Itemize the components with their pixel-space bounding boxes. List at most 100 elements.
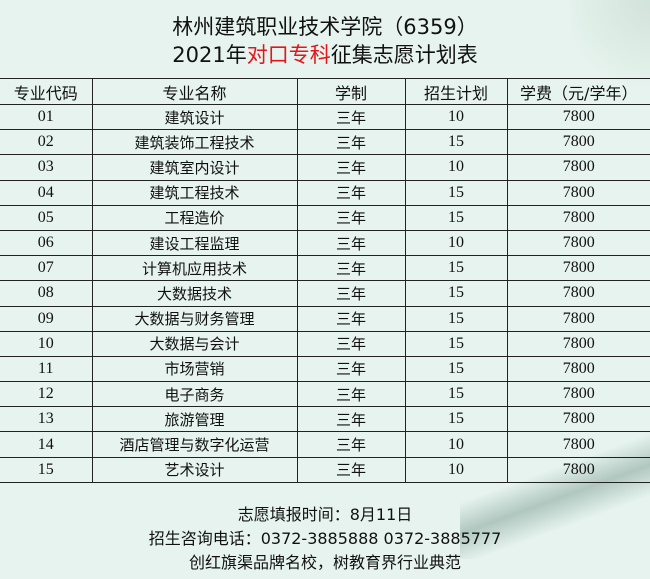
cell-name: 工程造价 bbox=[91, 204, 298, 231]
cell-quota: 15 bbox=[404, 330, 508, 357]
cell-tuition: 7800 bbox=[506, 381, 650, 408]
cell-duration: 三年 bbox=[296, 179, 406, 206]
subtitle-highlight: 对口专科 bbox=[246, 43, 331, 67]
cell-duration: 三年 bbox=[296, 330, 406, 357]
cell-name: 建筑设计 bbox=[91, 103, 298, 131]
cell-duration: 三年 bbox=[296, 305, 406, 332]
cell-duration: 三年 bbox=[296, 431, 406, 458]
cell-code: 12 bbox=[0, 381, 93, 408]
cell-duration: 三年 bbox=[296, 255, 406, 282]
cell-duration: 三年 bbox=[296, 229, 406, 257]
page-subtitle: 2021年对口专科征集志愿计划表 bbox=[0, 42, 650, 68]
cell-quota: 15 bbox=[404, 255, 508, 282]
cell-duration: 三年 bbox=[296, 204, 406, 231]
cell-code: 13 bbox=[0, 406, 93, 433]
table-row: 03 建筑室内设计 三年 10 7800 bbox=[0, 154, 650, 181]
cell-duration: 三年 bbox=[296, 456, 406, 483]
cell-quota: 10 bbox=[404, 103, 508, 131]
cell-duration: 三年 bbox=[296, 280, 406, 307]
deadline-text: 志愿填报时间：8月11日 bbox=[237, 505, 413, 524]
cell-quota: 10 bbox=[404, 431, 508, 458]
cell-code: 03 bbox=[0, 154, 93, 181]
cell-quota: 15 bbox=[404, 355, 508, 383]
col-header-duration: 学制 bbox=[296, 78, 406, 105]
cell-name: 市场营销 bbox=[91, 355, 298, 383]
cell-code: 01 bbox=[0, 103, 93, 131]
cell-code: 09 bbox=[0, 305, 93, 332]
cell-quota: 15 bbox=[404, 381, 508, 408]
table-row: 08 大数据技术 三年 15 7800 bbox=[0, 280, 650, 307]
cell-duration: 三年 bbox=[296, 103, 406, 131]
cell-code: 15 bbox=[0, 456, 93, 483]
table-row: 04 建筑工程技术 三年 15 7800 bbox=[0, 179, 650, 206]
cell-quota: 15 bbox=[404, 179, 508, 206]
table-row: 05 工程造价 三年 15 7800 bbox=[0, 204, 650, 231]
table-row: 10 大数据与会计 三年 15 7800 bbox=[0, 330, 650, 357]
col-header-name: 专业名称 bbox=[91, 78, 298, 105]
cell-code: 06 bbox=[0, 229, 93, 257]
subtitle-rest: 征集志愿计划表 bbox=[330, 43, 478, 67]
cell-tuition: 7800 bbox=[506, 305, 650, 332]
cell-quota: 15 bbox=[404, 305, 508, 332]
subtitle-year: 2021年 bbox=[172, 43, 247, 67]
cell-code: 05 bbox=[0, 204, 93, 231]
cell-code: 04 bbox=[0, 179, 93, 206]
cell-name: 建筑工程技术 bbox=[91, 179, 298, 206]
cell-tuition: 7800 bbox=[506, 330, 650, 357]
col-header-tuition: 学费（元/学年） bbox=[506, 78, 650, 105]
page-title: 林州建筑职业技术学院（6359） bbox=[172, 15, 478, 39]
cell-duration: 三年 bbox=[296, 154, 406, 181]
table-row: 01 建筑设计 三年 10 7800 bbox=[0, 103, 650, 131]
cell-name: 电子商务 bbox=[91, 381, 298, 408]
table-row: 02 建筑装饰工程技术 三年 15 7800 bbox=[0, 129, 650, 156]
table-row: 13 旅游管理 三年 15 7800 bbox=[0, 406, 650, 433]
cell-name: 大数据与会计 bbox=[91, 330, 298, 357]
col-header-code: 专业代码 bbox=[0, 78, 93, 105]
cell-code: 11 bbox=[0, 355, 93, 383]
cell-quota: 15 bbox=[404, 406, 508, 433]
cell-tuition: 7800 bbox=[506, 179, 650, 206]
col-header-quota: 招生计划 bbox=[404, 78, 508, 105]
table-row: 11 市场营销 三年 15 7800 bbox=[0, 355, 650, 383]
slogan-text: 创红旗渠品牌名校，树教育界行业典范 bbox=[188, 553, 461, 572]
cell-name: 酒店管理与数字化运营 bbox=[91, 431, 298, 458]
cell-duration: 三年 bbox=[296, 381, 406, 408]
enrollment-table: 专业代码 专业名称 学制 招生计划 学费（元/学年） 01 建筑设计 三年 10 780… bbox=[0, 78, 650, 483]
cell-quota: 10 bbox=[404, 456, 508, 483]
cell-quota: 15 bbox=[404, 204, 508, 231]
cell-duration: 三年 bbox=[296, 129, 406, 156]
table-row: 09 大数据与财务管理 三年 15 7800 bbox=[0, 305, 650, 332]
table-row: 06 建设工程监理 三年 10 7800 bbox=[0, 229, 650, 257]
cell-name: 艺术设计 bbox=[91, 456, 298, 483]
cell-tuition: 7800 bbox=[506, 355, 650, 383]
phone-text: 招生咨询电话：0372-3885888 0372-3885777 bbox=[148, 529, 502, 548]
cell-code: 07 bbox=[0, 255, 93, 282]
cell-duration: 三年 bbox=[296, 355, 406, 383]
cell-name: 建设工程监理 bbox=[91, 229, 298, 257]
cell-name: 建筑室内设计 bbox=[91, 154, 298, 181]
table-row: 07 计算机应用技术 三年 15 7800 bbox=[0, 255, 650, 282]
cell-tuition: 7800 bbox=[506, 229, 650, 257]
cell-name: 旅游管理 bbox=[91, 406, 298, 433]
cell-quota: 10 bbox=[404, 229, 508, 257]
cell-tuition: 7800 bbox=[506, 103, 650, 131]
table-header-row: 专业代码 专业名称 学制 招生计划 学费（元/学年） bbox=[0, 78, 650, 105]
cell-name: 建筑装饰工程技术 bbox=[91, 129, 298, 156]
cell-code: 10 bbox=[0, 330, 93, 357]
cell-name: 大数据技术 bbox=[91, 280, 298, 307]
table-row: 15 艺术设计 三年 10 7800 bbox=[0, 456, 650, 483]
table-row: 12 电子商务 三年 15 7800 bbox=[0, 381, 650, 408]
cell-tuition: 7800 bbox=[506, 204, 650, 231]
cell-tuition: 7800 bbox=[506, 456, 650, 483]
cell-quota: 15 bbox=[404, 129, 508, 156]
cell-name: 计算机应用技术 bbox=[91, 255, 298, 282]
cell-tuition: 7800 bbox=[506, 280, 650, 307]
cell-tuition: 7800 bbox=[506, 129, 650, 156]
cell-quota: 10 bbox=[404, 154, 508, 181]
cell-tuition: 7800 bbox=[506, 255, 650, 282]
cell-tuition: 7800 bbox=[506, 154, 650, 181]
cell-tuition: 7800 bbox=[506, 431, 650, 458]
cell-code: 08 bbox=[0, 280, 93, 307]
table-row: 14 酒店管理与数字化运营 三年 10 7800 bbox=[0, 431, 650, 458]
cell-name: 大数据与财务管理 bbox=[91, 305, 298, 332]
